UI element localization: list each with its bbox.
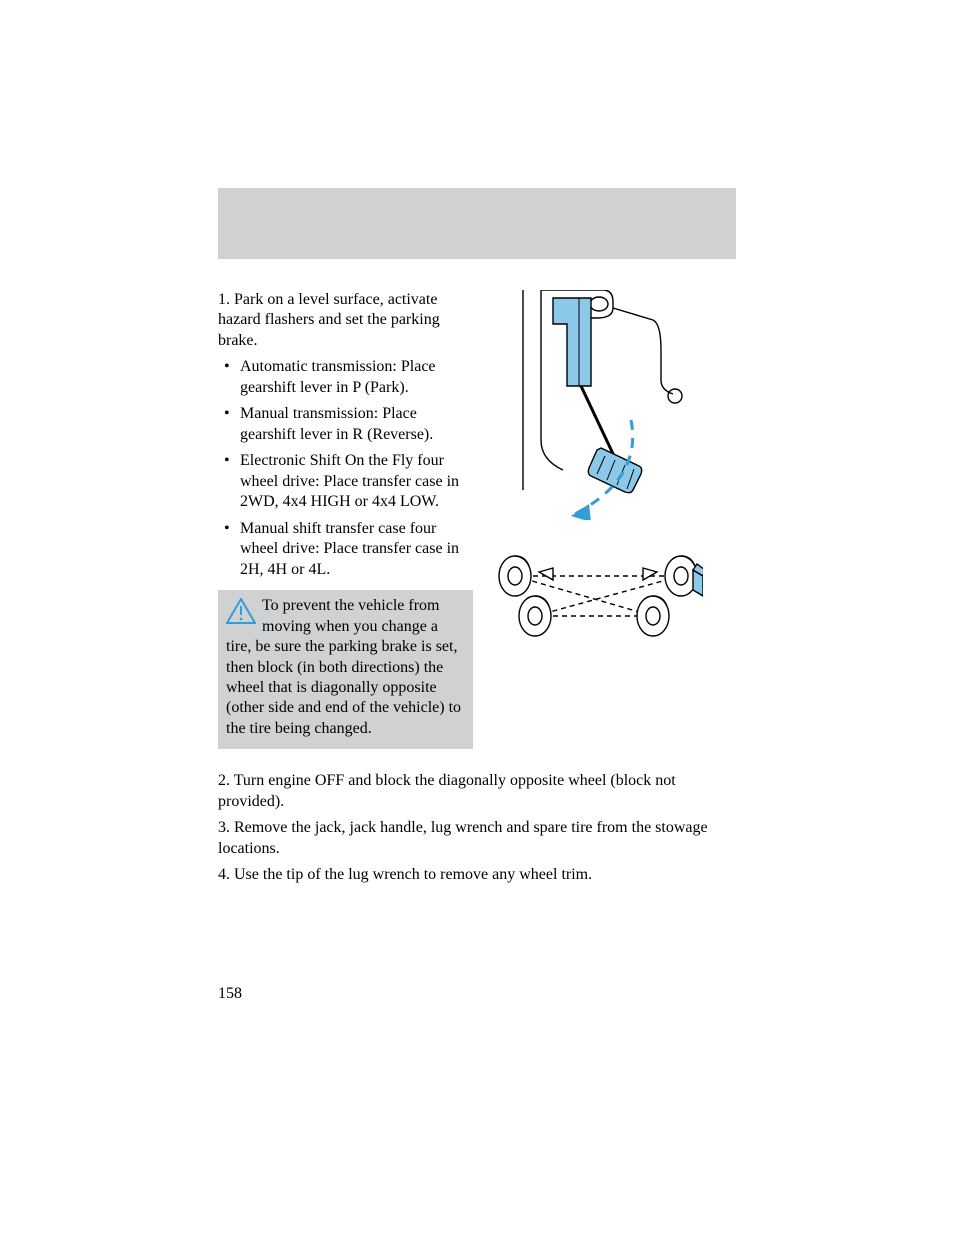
- step-3-text: 3. Remove the jack, jack handle, lug wre…: [218, 818, 736, 859]
- wheel-block-diagram: [493, 538, 703, 643]
- bullet-item: Manual shift transfer case four wheel dr…: [218, 519, 473, 580]
- bullet-list: Automatic transmission: Place gearshift …: [218, 357, 473, 580]
- warning-triangle-icon: [226, 598, 256, 624]
- bullet-item: Automatic transmission: Place gearshift …: [218, 357, 473, 398]
- page-number: 158: [218, 985, 242, 1003]
- section-header-band: [218, 188, 736, 259]
- step-4-text: 4. Use the tip of the lug wrench to remo…: [218, 865, 736, 885]
- two-column-row: 1. Park on a level surface, activate haz…: [218, 290, 736, 749]
- step-1-text: 1. Park on a level surface, activate haz…: [218, 290, 473, 351]
- step-2-text: 2. Turn engine OFF and block the diagona…: [218, 771, 736, 812]
- warning-text: To prevent the vehicle from moving when …: [226, 597, 461, 737]
- bullet-item: Manual transmission: Place gearshift lev…: [218, 404, 473, 445]
- parking-brake-diagram: [493, 290, 703, 520]
- diagram-column: [493, 290, 736, 749]
- following-steps: 2. Turn engine OFF and block the diagona…: [218, 771, 736, 885]
- text-column: 1. Park on a level surface, activate haz…: [218, 290, 473, 749]
- content-area: 1. Park on a level surface, activate haz…: [218, 290, 736, 892]
- warning-callout: To prevent the vehicle from moving when …: [218, 590, 473, 749]
- manual-page: 1. Park on a level surface, activate haz…: [0, 0, 954, 1235]
- bullet-item: Electronic Shift On the Fly four wheel d…: [218, 451, 473, 512]
